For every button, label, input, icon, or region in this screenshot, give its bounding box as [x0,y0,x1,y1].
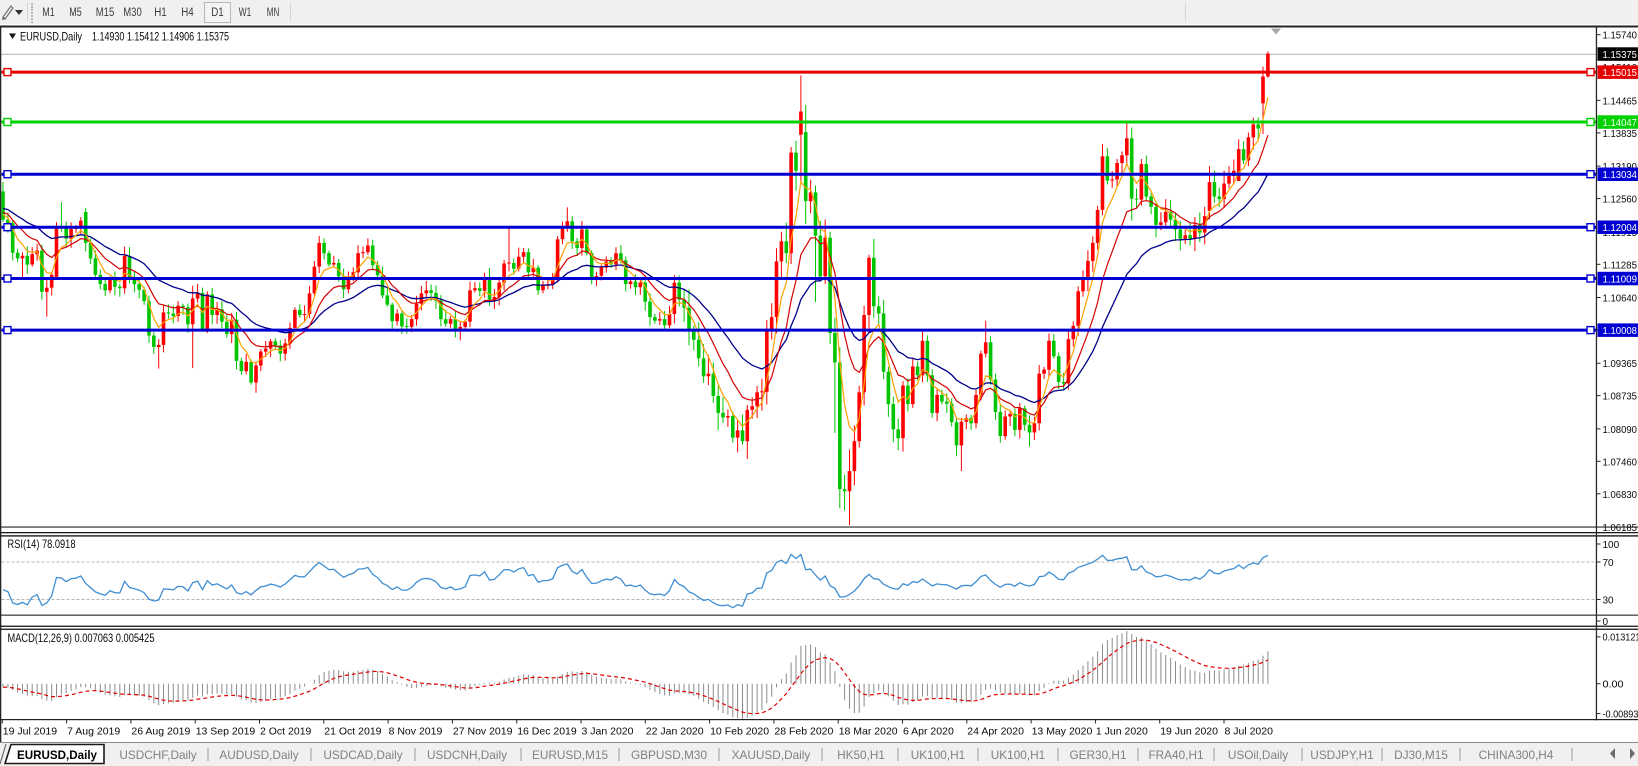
svg-text:USDCAD,Daily: USDCAD,Daily [323,748,402,762]
svg-text:XAUUSD,Daily: XAUUSD,Daily [732,748,811,762]
svg-text:1.07460: 1.07460 [1603,457,1638,468]
svg-text:1.15375: 1.15375 [1603,50,1638,61]
svg-text:1.12004: 1.12004 [1603,223,1638,234]
svg-text:19 Jul 2019: 19 Jul 2019 [3,726,57,738]
svg-text:8 Nov 2019: 8 Nov 2019 [389,726,443,738]
svg-text:6 Apr 2020: 6 Apr 2020 [903,726,954,738]
svg-text:1 Jun 2020: 1 Jun 2020 [1096,726,1148,738]
svg-text:1.06830: 1.06830 [1603,490,1638,501]
svg-text:DJ30,M15: DJ30,M15 [1394,748,1448,762]
svg-text:M30: M30 [123,7,142,19]
svg-text:13 Sep 2019: 13 Sep 2019 [196,726,256,738]
svg-text:CHINA300,H4: CHINA300,H4 [1479,748,1554,762]
svg-text:1.15015: 1.15015 [1603,68,1638,79]
svg-text:1.14930 1.15412 1.14906 1.1537: 1.14930 1.15412 1.14906 1.15375 [92,30,229,44]
svg-text:26 Aug 2019: 26 Aug 2019 [131,726,190,738]
svg-text:70: 70 [1603,558,1615,569]
svg-text:18 Mar 2020: 18 Mar 2020 [839,726,898,738]
svg-text:1.11009: 1.11009 [1603,275,1638,286]
svg-text:1.09365: 1.09365 [1603,359,1638,370]
svg-text:24 Apr 2020: 24 Apr 2020 [967,726,1024,738]
svg-text:10 Feb 2020: 10 Feb 2020 [710,726,769,738]
svg-text:7 Aug 2019: 7 Aug 2019 [67,726,120,738]
svg-text:30: 30 [1603,595,1615,606]
svg-text:1.14047: 1.14047 [1603,118,1638,129]
svg-text:0.00: 0.00 [1603,680,1624,691]
svg-text:FRA40,H1: FRA40,H1 [1148,748,1203,762]
svg-text:USDCNH,Daily: USDCNH,Daily [427,748,507,762]
svg-text:1.10640: 1.10640 [1603,294,1638,305]
svg-text:EURUSD,M15: EURUSD,M15 [532,748,608,762]
svg-text:16 Dec 2019: 16 Dec 2019 [517,726,577,738]
svg-text:1.08735: 1.08735 [1603,392,1638,403]
svg-text:USOil,Daily: USOil,Daily [1228,748,1288,762]
svg-text:MN: MN [267,7,280,19]
svg-text:EURUSD,Daily: EURUSD,Daily [17,748,97,762]
svg-text:28 Feb 2020: 28 Feb 2020 [774,726,833,738]
svg-text:UK100,H1: UK100,H1 [991,748,1045,762]
svg-text:HK50,H1: HK50,H1 [837,748,885,762]
svg-text:USDJPY,H1: USDJPY,H1 [1310,748,1373,762]
svg-text:1.15740: 1.15740 [1603,31,1638,42]
svg-text:27 Nov 2019: 27 Nov 2019 [453,726,513,738]
svg-text:RSI(14) 78.0918: RSI(14) 78.0918 [8,537,76,551]
svg-text:1.13034: 1.13034 [1603,170,1638,181]
svg-text:13 May 2020: 13 May 2020 [1032,726,1093,738]
svg-text:AUDUSD,Daily: AUDUSD,Daily [219,748,298,762]
svg-text:M5: M5 [69,7,82,19]
svg-text:1.11285: 1.11285 [1603,260,1638,271]
svg-text:UK100,H1: UK100,H1 [911,748,965,762]
svg-text:-0.008933: -0.008933 [1603,709,1638,720]
svg-text:100: 100 [1603,540,1620,551]
svg-text:21 Oct 2019: 21 Oct 2019 [324,726,381,738]
svg-text:USDCHF,Daily: USDCHF,Daily [119,748,196,762]
svg-text:1.14465: 1.14465 [1603,96,1638,107]
svg-text:8 Jul 2020: 8 Jul 2020 [1225,726,1274,738]
svg-text:1.06185: 1.06185 [1603,523,1638,534]
svg-text:1.10008: 1.10008 [1603,326,1638,337]
svg-text:3 Jan 2020: 3 Jan 2020 [582,726,634,738]
svg-text:19 Jun 2020: 19 Jun 2020 [1160,726,1218,738]
svg-text:0: 0 [1603,617,1609,628]
svg-text:1.08090: 1.08090 [1603,425,1638,436]
svg-text:M1: M1 [42,7,55,19]
svg-text:22 Jan 2020: 22 Jan 2020 [646,726,704,738]
svg-text:1.12560: 1.12560 [1603,195,1638,206]
svg-text:2 Oct 2019: 2 Oct 2019 [260,726,312,738]
svg-text:GER30,H1: GER30,H1 [1069,748,1126,762]
svg-text:H4: H4 [181,7,194,19]
svg-text:D1: D1 [211,7,224,19]
svg-text:W1: W1 [239,7,252,19]
svg-text:GBPUSD,M30: GBPUSD,M30 [631,748,707,762]
svg-text:EURUSD,Daily: EURUSD,Daily [20,30,82,44]
svg-text:H1: H1 [154,7,167,19]
svg-text:1.13835: 1.13835 [1603,129,1638,140]
svg-text:MACD(12,26,9) 0.007063 0.00542: MACD(12,26,9) 0.007063 0.005425 [8,631,155,645]
svg-text:0.013121: 0.013121 [1603,633,1638,644]
svg-text:M15: M15 [96,7,115,19]
